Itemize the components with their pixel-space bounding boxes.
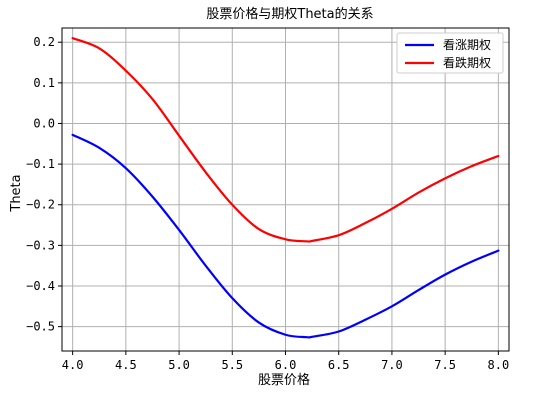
y-tick-label: 0.1	[33, 76, 55, 90]
put-series-line	[71, 37, 500, 243]
call-series-line	[71, 133, 500, 339]
legend-put-label: 看跌期权	[443, 55, 491, 70]
plot-area: 4.0 4.5 5.0 5.5 6.0 6.5 7.0 7.5 8.0 −0.5 −0.4 −0.3 −…	[26, 27, 510, 372]
legend-call-label: 看涨期权	[443, 37, 491, 52]
x-tick-label: 5.0	[168, 358, 190, 372]
y-tick-label: −0.3	[26, 238, 55, 252]
x-tick-label: 6.0	[275, 358, 297, 372]
y-tick-label: 0.0	[33, 116, 55, 130]
y-tick-label: −0.2	[26, 198, 55, 212]
y-tick-label: 0.2	[33, 35, 55, 49]
x-tick-label: 5.5	[221, 358, 243, 372]
y-tick-label: −0.5	[26, 320, 55, 334]
x-axis-label: 股票价格	[258, 372, 310, 388]
x-tick-label: 6.5	[328, 358, 350, 372]
y-axis-label: Theta	[9, 174, 24, 212]
plot-frame	[61, 27, 510, 352]
chart-title: 股票价格与期权Theta的关系	[206, 6, 373, 22]
y-tick-label: −0.4	[26, 279, 55, 293]
y-tick-label: −0.1	[26, 157, 55, 171]
x-tick-label: 4.0	[62, 358, 84, 372]
x-tick-label: 7.5	[434, 358, 456, 372]
x-tick-label: 8.0	[488, 358, 510, 372]
x-tick-label: 4.5	[115, 358, 137, 372]
x-tick-label: 7.0	[381, 358, 403, 372]
